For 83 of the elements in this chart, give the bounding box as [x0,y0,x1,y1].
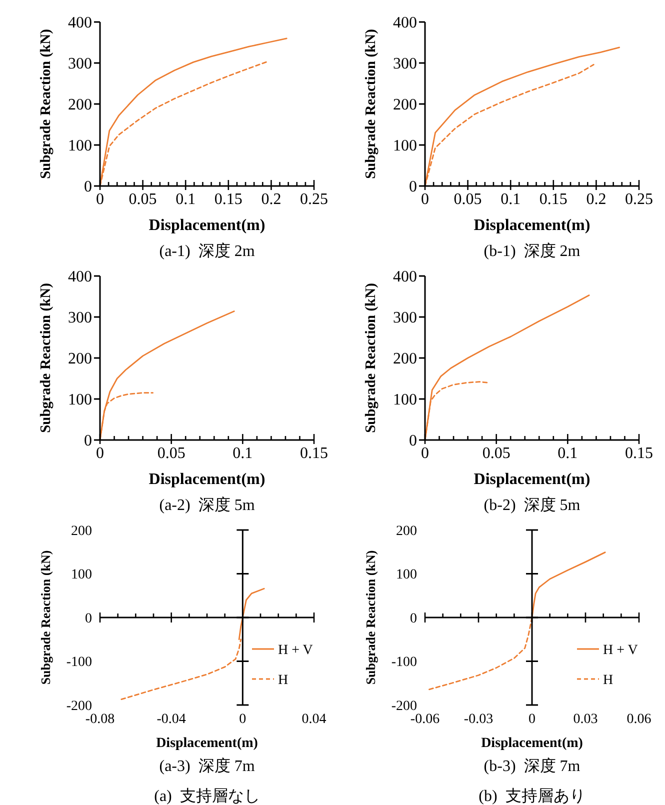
x-tick-label: 0 [528,712,536,727]
text: (a-1) 深度 2m [159,242,256,260]
y-tick-label: 300 [393,56,417,73]
y-tick-label: 400 [393,268,417,286]
x-tick-label: 0.2 [261,191,282,208]
x-tick-label: 0.25 [625,191,653,208]
y-tick-label: -200 [391,698,417,714]
text: (a-3) 深度 7m [159,757,256,775]
y-tick-label: 100 [396,568,417,583]
y-tick-label: -200 [66,698,92,714]
x-tick-label: 0 [421,191,429,208]
y-axis-title: Subgrade Reaction (kN) [38,550,53,685]
y-axis-title: Subgrade Reaction (kN) [38,28,54,179]
x-tick-label: -0.08 [85,712,115,727]
y-tick-label: -100 [391,655,417,670]
x-tick-label: 0.05 [157,445,186,462]
x-axis-title: Displacement(m) [481,736,584,751]
x-tick-label: 0.06 [626,712,652,727]
y-tick-label: 300 [68,310,92,327]
x-tick-label: 0 [96,445,104,462]
x-tick-label: 0.15 [625,445,653,462]
x-tick-label: 0 [239,712,246,727]
y-tick-label: 100 [68,392,92,409]
y-tick-label: 300 [393,310,417,327]
y-tick-label: 100 [71,568,92,583]
x-tick-label: 0.15 [539,191,568,208]
y-axis-title: Subgrade Reaction (kN) [363,550,378,685]
x-tick-label: 0.15 [214,191,242,208]
y-axis-title: Subgrade Reaction (kN) [363,28,379,179]
y-tick-label: 0 [84,178,92,196]
y-tick-label: 400 [68,14,92,32]
x-tick-label: 0.1 [558,445,578,462]
y-tick-label: 0 [85,611,92,626]
x-tick-label: 0.04 [302,712,326,727]
x-tick-label: 0.1 [232,445,253,462]
x-tick-label: 0.1 [500,191,521,208]
text: (b-3) 深度 7m [484,757,581,775]
y-tick-label: -100 [66,655,92,670]
x-tick-label: 0.1 [176,191,196,208]
y-tick-label: 200 [68,96,92,114]
text: (b-2) 深度 5m [484,496,581,514]
y-tick-label: 0 [84,432,92,450]
x-tick-label: -0.06 [410,712,440,727]
y-axis-title: Subgrade Reaction (kN) [363,282,379,433]
y-tick-label: 200 [396,524,417,539]
y-tick-label: 400 [68,268,92,286]
y-tick-label: 100 [393,392,417,409]
y-tick-label: 0 [410,611,417,626]
x-tick-label: 0.05 [482,445,510,462]
y-tick-label: 200 [71,524,92,539]
y-tick-label: 200 [393,350,417,368]
legend-label: H [278,672,288,688]
y-axis-title: Subgrade Reaction (kN) [38,282,54,433]
y-tick-label: 100 [393,138,417,155]
x-tick-label: 0 [96,191,104,208]
x-tick-label: 0.25 [300,191,328,208]
legend-label: H [603,672,614,688]
x-axis-title: Displacement(m) [474,217,590,234]
y-tick-label: 100 [68,138,92,155]
legend-label: H + V [603,642,638,658]
y-tick-label: 400 [393,14,417,32]
x-axis-title: Displacement(m) [148,217,266,234]
text: (b-1) 深度 2m [484,242,581,260]
x-axis-title: Displacement(m) [148,471,266,488]
x-axis-title: Displacement(m) [474,471,590,488]
x-tick-label: 0.05 [128,191,157,208]
text: (a) 支持層なし [154,787,260,805]
y-tick-label: 300 [68,56,92,73]
x-tick-label: -0.03 [464,712,494,727]
text: (b) 支持層あり [478,787,586,805]
y-tick-label: 0 [409,178,417,196]
y-tick-label: 200 [68,350,92,368]
y-tick-label: 0 [409,432,417,450]
x-axis-title: Displacement(m) [156,736,258,751]
x-tick-label: 0.15 [300,445,328,462]
x-tick-label: 0.03 [573,712,598,727]
y-tick-label: 200 [393,96,417,114]
x-tick-label: 0.05 [454,191,482,208]
text: (a-2) 深度 5m [159,496,256,514]
x-tick-label: 0 [421,445,429,462]
x-tick-label: 0.2 [586,191,606,208]
x-tick-label: -0.04 [156,712,186,727]
legend-label: H + V [278,642,313,658]
